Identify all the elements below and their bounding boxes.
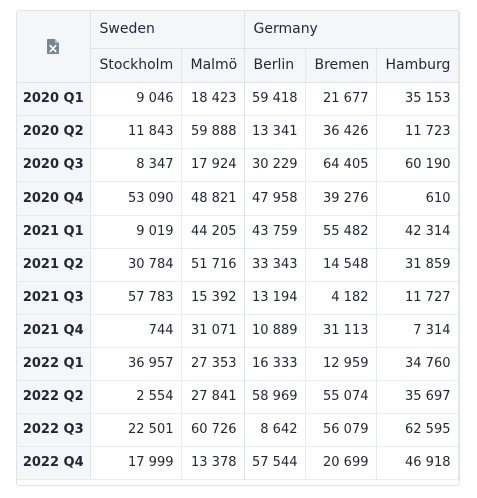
table-cell[interactable]: 64 405 bbox=[305, 148, 377, 182]
table-cell[interactable]: 13 341 bbox=[244, 115, 306, 149]
table-cell[interactable]: 42 314 bbox=[376, 215, 459, 249]
row-header[interactable]: 2022 Q1 bbox=[17, 347, 91, 381]
row-header[interactable]: 2021 Q2 bbox=[17, 248, 91, 282]
table-row: 2021 Q4 744 31 071 10 889 31 113 7 314 bbox=[17, 314, 459, 348]
table-cell[interactable]: 27 841 bbox=[181, 380, 245, 414]
table-cell[interactable]: 31 071 bbox=[181, 314, 245, 348]
table-cell[interactable]: 46 918 bbox=[376, 446, 459, 480]
row-header[interactable]: 2021 Q1 bbox=[17, 215, 91, 249]
table-cell[interactable]: 39 276 bbox=[305, 181, 377, 216]
table-cell[interactable]: 56 079 bbox=[305, 413, 377, 447]
table-cell[interactable]: 36 957 bbox=[90, 347, 182, 381]
table-cell[interactable]: 55 482 bbox=[305, 215, 377, 249]
table-row: 2022 Q1 36 957 27 353 16 333 12 959 34 760 bbox=[17, 347, 459, 381]
column-header-row: Stockholm Malmö Berlin Bremen Hamburg bbox=[17, 48, 459, 83]
row-header[interactable]: 2021 Q3 bbox=[17, 281, 91, 315]
table-cell[interactable]: 17 999 bbox=[90, 446, 182, 480]
table-row: 2022 Q4 17 999 13 378 57 544 20 699 46 918 bbox=[17, 446, 459, 480]
column-header-bremen[interactable]: Bremen bbox=[305, 48, 377, 83]
table-cell[interactable]: 60 726 bbox=[181, 413, 245, 447]
table-cell[interactable]: 34 760 bbox=[376, 347, 459, 381]
table-row: 2020 Q4 53 090 48 821 47 958 39 276 610 bbox=[17, 181, 459, 216]
table-cell[interactable]: 9 046 bbox=[90, 82, 182, 116]
table-cell[interactable]: 2 554 bbox=[90, 380, 182, 414]
row-header[interactable]: 2020 Q3 bbox=[17, 148, 91, 182]
table-cell[interactable]: 57 544 bbox=[244, 446, 306, 480]
table-cell[interactable]: 744 bbox=[90, 314, 182, 348]
table-cell[interactable]: 18 423 bbox=[181, 82, 245, 116]
table-row: 2020 Q1 9 046 18 423 59 418 21 677 35 153 bbox=[17, 82, 459, 116]
table-cell[interactable]: 12 959 bbox=[305, 347, 377, 381]
table-cell[interactable]: 7 314 bbox=[376, 314, 459, 348]
table-row: 2020 Q3 8 347 17 924 30 229 64 405 60 190 bbox=[17, 148, 459, 182]
table-cell[interactable]: 60 190 bbox=[376, 148, 459, 182]
table-cell[interactable]: 31 859 bbox=[376, 248, 459, 282]
row-header[interactable]: 2021 Q4 bbox=[17, 314, 91, 348]
column-header-hamburg[interactable]: Hamburg bbox=[376, 48, 459, 83]
table-cell[interactable]: 30 229 bbox=[244, 148, 306, 182]
table-row: 2021 Q1 9 019 44 205 43 759 55 482 42 314 bbox=[17, 215, 459, 249]
table-row: 2022 Q3 22 501 60 726 8 642 56 079 62 595 bbox=[17, 413, 459, 447]
pivot-table: Sweden Germany Stockholm Malmö Berlin Br… bbox=[17, 11, 459, 480]
table-cell[interactable]: 14 548 bbox=[305, 248, 377, 282]
table-cell[interactable]: 43 759 bbox=[244, 215, 306, 249]
table-cell[interactable]: 8 347 bbox=[90, 148, 182, 182]
row-header[interactable]: 2020 Q4 bbox=[17, 181, 91, 216]
table-cell[interactable]: 22 501 bbox=[90, 413, 182, 447]
table-cell[interactable]: 17 924 bbox=[181, 148, 245, 182]
row-header[interactable]: 2020 Q2 bbox=[17, 115, 91, 149]
table-cell[interactable]: 31 113 bbox=[305, 314, 377, 348]
table-cell[interactable]: 36 426 bbox=[305, 115, 377, 149]
table-cell[interactable]: 9 019 bbox=[90, 215, 182, 249]
table-cell[interactable]: 11 843 bbox=[90, 115, 182, 149]
table-cell[interactable]: 58 969 bbox=[244, 380, 306, 414]
table-row: 2022 Q2 2 554 27 841 58 969 55 074 35 697 bbox=[17, 380, 459, 414]
table-cell[interactable]: 20 699 bbox=[305, 446, 377, 480]
table-cell[interactable]: 59 888 bbox=[181, 115, 245, 149]
table-cell[interactable]: 4 182 bbox=[305, 281, 377, 315]
table-cell[interactable]: 57 783 bbox=[90, 281, 182, 315]
table-cell[interactable]: 11 727 bbox=[376, 281, 459, 315]
table-row: 2020 Q2 11 843 59 888 13 341 36 426 11 723 bbox=[17, 115, 459, 149]
table-cell[interactable]: 44 205 bbox=[181, 215, 245, 249]
export-excel-button[interactable] bbox=[17, 11, 91, 83]
table-cell[interactable]: 13 194 bbox=[244, 281, 306, 315]
table-cell[interactable]: 35 153 bbox=[376, 82, 459, 116]
table-cell[interactable]: 16 333 bbox=[244, 347, 306, 381]
pivot-table-frame: Sweden Germany Stockholm Malmö Berlin Br… bbox=[16, 10, 460, 486]
table-cell[interactable]: 15 392 bbox=[181, 281, 245, 315]
column-header-berlin[interactable]: Berlin bbox=[244, 48, 306, 83]
table-cell[interactable]: 51 716 bbox=[181, 248, 245, 282]
table-cell[interactable]: 10 889 bbox=[244, 314, 306, 348]
table-cell[interactable]: 33 343 bbox=[244, 248, 306, 282]
table-cell[interactable]: 62 595 bbox=[376, 413, 459, 447]
table-body: 2020 Q1 9 046 18 423 59 418 21 677 35 153 2020… bbox=[17, 82, 459, 480]
table-cell[interactable]: 30 784 bbox=[90, 248, 182, 282]
table-cell[interactable]: 21 677 bbox=[305, 82, 377, 116]
table-cell[interactable]: 55 074 bbox=[305, 380, 377, 414]
table-cell[interactable]: 53 090 bbox=[90, 181, 182, 216]
row-header[interactable]: 2022 Q2 bbox=[17, 380, 91, 414]
excel-file-icon bbox=[47, 38, 60, 54]
column-header-stockholm[interactable]: Stockholm bbox=[90, 48, 182, 83]
table-cell[interactable]: 47 958 bbox=[244, 181, 306, 216]
table-cell[interactable]: 27 353 bbox=[181, 347, 245, 381]
table-cell[interactable]: 11 723 bbox=[376, 115, 459, 149]
table-cell[interactable]: 8 642 bbox=[244, 413, 306, 447]
row-header[interactable]: 2022 Q3 bbox=[17, 413, 91, 447]
table-row: 2021 Q2 30 784 51 716 33 343 14 548 31 859 bbox=[17, 248, 459, 282]
row-header[interactable]: 2022 Q4 bbox=[17, 446, 91, 480]
table-cell[interactable]: 35 697 bbox=[376, 380, 459, 414]
table-cell[interactable]: 48 821 bbox=[181, 181, 245, 216]
table-cell[interactable]: 610 bbox=[376, 181, 459, 216]
table-cell[interactable]: 59 418 bbox=[244, 82, 306, 116]
row-header[interactable]: 2020 Q1 bbox=[17, 82, 91, 116]
group-header-sweden[interactable]: Sweden bbox=[90, 11, 245, 49]
table-row: 2021 Q3 57 783 15 392 13 194 4 182 11 727 bbox=[17, 281, 459, 315]
group-header-germany[interactable]: Germany bbox=[244, 11, 459, 49]
column-header-malmo[interactable]: Malmö bbox=[181, 48, 245, 83]
table-cell[interactable]: 13 378 bbox=[181, 446, 245, 480]
